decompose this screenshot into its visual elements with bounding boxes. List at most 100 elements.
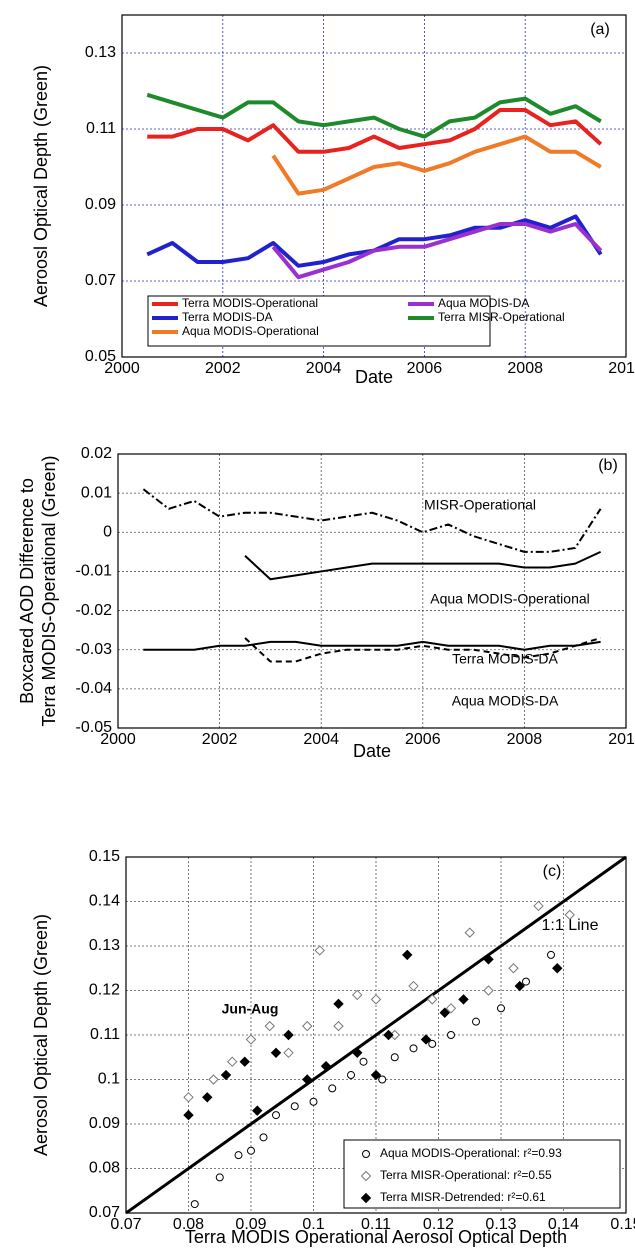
point (220, 1069, 232, 1081)
y-tick-label: 0.13 (89, 937, 120, 954)
x-tick-label: 2010 (608, 360, 635, 377)
series-line (271, 134, 602, 196)
point (245, 1034, 257, 1045)
point (302, 1074, 313, 1085)
series-label: MISR-Operational (424, 497, 536, 513)
point (247, 1146, 255, 1155)
x-tick-label: 2000 (104, 360, 140, 377)
point (497, 1004, 505, 1013)
x-axis-label: Terra MODIS Operational Aerosol Optical … (185, 1227, 567, 1247)
x-tick-label: 0.1 (302, 1216, 324, 1233)
point (347, 1071, 355, 1080)
series-line (146, 92, 602, 139)
point (270, 1047, 282, 1059)
point (439, 1007, 450, 1018)
point (302, 1020, 313, 1032)
y-tick-label: -0.03 (76, 641, 113, 658)
x-axis-label: Date (353, 741, 391, 761)
panel: 0.05 0.07 0.09 0.11 0.13 2000 2002 2004 2006 2008… (31, 14, 635, 387)
x-tick-label: 0.14 (548, 1216, 579, 1233)
point (333, 1020, 344, 1032)
point (239, 1056, 250, 1067)
plot-frame (121, 14, 627, 358)
point (370, 1069, 382, 1081)
panel: -0.05 -0.04 -0.03 -0.02 -0.01 0 0.01 0.02 2000 20… (17, 445, 635, 761)
series-line (143, 640, 601, 651)
x-tick-label: 2008 (507, 360, 543, 377)
point (202, 1092, 213, 1103)
x-tick-label: 0.11 (361, 1216, 391, 1233)
point (208, 1074, 219, 1085)
point (552, 963, 563, 974)
point (522, 977, 530, 986)
point (472, 1017, 480, 1026)
point (458, 994, 469, 1005)
point (402, 949, 413, 961)
y-tick-label: 0.1 (98, 1071, 120, 1088)
point (320, 1060, 332, 1072)
point (234, 1151, 243, 1160)
x-tick-label: 2006 (405, 731, 441, 748)
point (352, 989, 363, 1001)
point (547, 950, 555, 959)
legend-label: Terra MISR-Operational (438, 310, 565, 324)
point (283, 1029, 294, 1041)
y-tick-label: 0.12 (89, 982, 120, 999)
point (390, 1053, 399, 1062)
y-tick-label: -0.05 (76, 719, 113, 736)
y-tick-label: 0.08 (89, 1160, 120, 1177)
point (447, 1031, 455, 1039)
annotation: (c) (543, 863, 562, 880)
point (408, 980, 419, 992)
x-tick-label: 2010 (608, 731, 635, 748)
annotation: 1:1 Line (542, 917, 599, 934)
legend-label: Terra MODIS-Operational (182, 296, 318, 310)
identity-line (125, 855, 627, 1215)
plot-frame (125, 856, 627, 1214)
x-tick-label: 2006 (407, 360, 443, 377)
point (333, 998, 344, 1010)
point (483, 954, 494, 965)
y-tick-label: 0.02 (81, 445, 112, 462)
series-line (147, 108, 603, 154)
legend-swatch (362, 1150, 370, 1158)
y-axis-label: Aerosol Optical Depth (Green) (31, 914, 51, 1156)
legend-label: Aqua MODIS-DA (438, 296, 529, 310)
legend-label: Terra MISR-Detrended: r²=0.61 (380, 1190, 546, 1204)
plot-frame (117, 453, 627, 729)
point (264, 1020, 275, 1032)
x-tick-label: 2004 (306, 360, 342, 377)
annotation: (a) (590, 21, 610, 38)
x-axis-label: Date (355, 367, 393, 387)
series-line (142, 488, 602, 553)
y-tick-label: -0.02 (76, 602, 113, 619)
legend-swatch (360, 1170, 372, 1182)
y-tick-label: 0.15 (89, 848, 120, 865)
point (445, 1003, 457, 1014)
point (183, 1092, 194, 1103)
x-tick-label: 2000 (100, 731, 136, 748)
panel: 0.07 0.08 0.09 0.1 0.11 0.12 0.13 0.14 0.15 0.07 0… (31, 848, 635, 1247)
y-tick-label: 0.11 (90, 1026, 120, 1043)
point (359, 1057, 368, 1066)
y-tick-label: 0.01 (81, 484, 112, 501)
point (427, 994, 438, 1005)
point (314, 945, 325, 956)
x-tick-label: 0.13 (485, 1216, 516, 1233)
y-tick-label: -0.01 (76, 563, 113, 580)
y-tick-label: 0.07 (89, 1204, 120, 1221)
annotation: Jun-Aug (222, 1001, 279, 1017)
point (272, 1111, 280, 1120)
point (352, 1047, 363, 1059)
y-tick-label: 0.14 (89, 893, 120, 910)
point (564, 909, 575, 921)
x-tick-label: 2002 (202, 731, 238, 748)
x-tick-label: 2002 (205, 360, 241, 377)
legend-box (343, 1139, 621, 1209)
point (409, 1044, 418, 1053)
y-tick-label: 0.11 (86, 120, 116, 137)
point (215, 1173, 224, 1182)
x-tick-label: 2008 (507, 731, 543, 748)
series-label: Terra MODIS-DA (452, 651, 558, 667)
